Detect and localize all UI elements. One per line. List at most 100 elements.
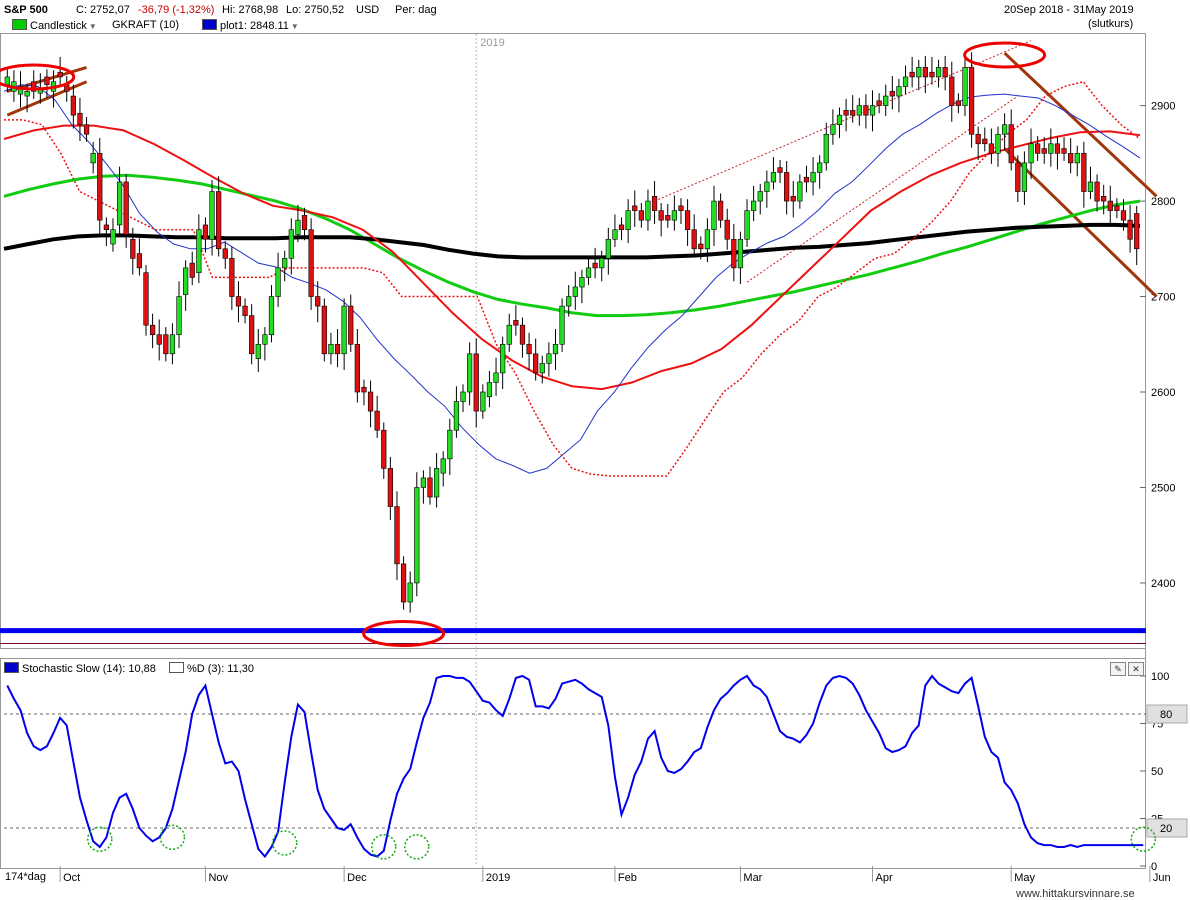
price-tick-label: 2400 [1151,578,1175,590]
candle-body [757,191,763,202]
plot1-swatch-icon [202,19,217,30]
stoch-d-swatch-icon [168,662,184,673]
candle-body [942,67,948,78]
candle-body [242,305,248,316]
month-label: Mar [743,872,762,884]
candle-body [209,191,215,240]
candle-body [817,162,823,173]
candle-body [1107,200,1113,211]
candle-body [751,200,757,211]
price-tick-label: 2500 [1151,482,1175,494]
candle-body [407,582,413,603]
legend-gkraft[interactable]: GKRAFT (10) [112,19,179,31]
candle-body [975,133,981,145]
candle-body [17,86,24,95]
candle-body [546,353,552,364]
stoch-label: Stochastic Slow (14): 10,88 [22,663,156,675]
candle-body [275,267,281,297]
candle-body [1081,153,1087,192]
legend-plot1[interactable]: plot1: 2848.11 ▼ [202,19,299,32]
stoch-level-label: 20 [1160,823,1172,835]
oversold-circle [159,824,186,851]
candle-body [572,286,578,297]
candle-body [1008,124,1014,164]
candle-body [143,272,149,326]
candle-body [592,262,598,269]
annotation-ellipse [0,63,76,91]
candle-body [328,343,334,355]
low-value: Lo: 2750,52 [286,4,345,16]
candle-body [1094,181,1100,202]
candle-body [612,229,618,240]
month-label: Apr [876,872,893,884]
ma-green-line [3,173,1141,318]
stoch-swatch-icon [4,662,19,673]
price-tick-label: 2600 [1151,387,1175,399]
candle-body [1114,205,1120,211]
month-label: May [1014,872,1035,884]
stochastic-line [6,674,1144,859]
candle-body [453,401,460,431]
candle-body [1127,219,1133,240]
wrench-icon[interactable]: ✎ [1110,662,1126,676]
candle-body [1041,148,1047,154]
candle-body [618,224,625,231]
candle-body [539,363,545,374]
symbol-label: S&P 500 [4,4,48,16]
close-icon[interactable]: ✕ [1128,662,1144,676]
candle-body [183,267,189,295]
candle-body [24,90,30,97]
candle-body [44,76,50,85]
candle-body [519,324,526,345]
candle-body [486,382,493,398]
candle-body [929,71,935,78]
candle-body [797,181,803,202]
candle-body [189,262,195,278]
candle-body [110,229,116,245]
candle-body [321,305,327,355]
candle-body [777,167,783,173]
candle-body [334,343,341,355]
candle-body [599,258,605,269]
candle-body [889,90,895,97]
oversold-circle [1130,826,1157,852]
watermark: www.hittakursvinnare.se [1016,888,1135,900]
chevron-down-icon[interactable]: ▼ [290,22,299,31]
candle-body [982,138,988,145]
candle-body [579,277,585,288]
candle-body [57,71,63,78]
month-label: Nov [208,872,228,884]
candle-body [381,429,387,469]
oversold-circle [371,834,397,860]
candle-body [724,219,730,240]
oversold-circle [404,834,430,860]
price-tick-label: 2900 [1151,101,1175,113]
candle-body [717,200,724,221]
candle-body [684,210,691,231]
price-mode-label: (slutkurs) [1088,18,1134,30]
candle-body [315,296,321,307]
candle-body [704,229,711,250]
candle-body [803,176,810,183]
candle-body [255,343,261,359]
candle-body [949,76,955,106]
candle-body [916,67,922,78]
legend-candlestick[interactable]: Candlestick ▼ [12,19,97,32]
chevron-down-icon[interactable]: ▼ [88,22,97,31]
candle-body [467,353,473,393]
stoch-tick-label: 0 [1151,861,1157,873]
trendline-downtrend-bottom [1003,147,1158,298]
candle-body [282,258,288,269]
month-label: Oct [63,872,80,884]
month-label: Dec [347,872,367,884]
candle-body [869,105,876,116]
candle-body [922,67,928,78]
candle-body [566,296,572,307]
period-label: Per: dag [395,4,437,16]
candle-body [513,320,519,326]
candle-body [4,76,10,85]
candle-body [262,334,268,345]
candle-body [711,200,717,231]
candle-body [632,205,638,211]
candle-body [968,67,975,135]
